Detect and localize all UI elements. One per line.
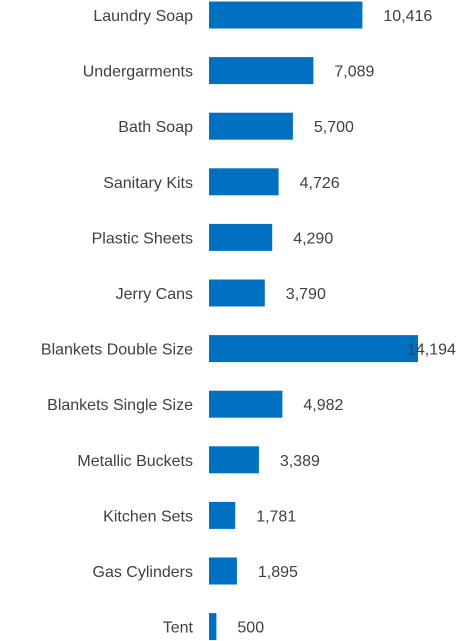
bar: [209, 501, 236, 529]
category-label: Kitchen Sets: [103, 508, 193, 525]
category-label: Blankets Single Size: [47, 397, 193, 414]
value-label: 14,194: [407, 342, 456, 359]
bar: [209, 168, 279, 196]
bar: [209, 335, 418, 363]
bars-group: [209, 1, 418, 641]
value-label: 4,982: [303, 397, 343, 414]
category-label: Gas Cylinders: [93, 564, 193, 581]
value-label: 4,726: [300, 175, 340, 192]
category-label: Bath Soap: [118, 119, 193, 136]
category-label: Undergarments: [83, 64, 193, 81]
bar: [209, 446, 259, 474]
category-label: Plastic Sheets: [92, 230, 193, 247]
value-label: 4,290: [293, 230, 333, 247]
bar: [209, 613, 217, 641]
bar: [209, 390, 283, 418]
value-label: 7,089: [334, 64, 374, 81]
bar: [209, 57, 314, 85]
value-label: 3,389: [280, 453, 320, 470]
category-labels-group: Laundry Soap Undergarments Bath Soap Sanita…: [41, 8, 194, 637]
category-label: Metallic Buckets: [77, 453, 193, 470]
category-label: Blankets Double Size: [41, 342, 193, 359]
bar: [209, 112, 293, 140]
bar: [209, 1, 363, 29]
value-label: 3,790: [286, 286, 326, 303]
value-label: 10,416: [383, 8, 432, 25]
value-labels-group: 10,416 7,089 5,700 4,726 4,290 3,790 14,194 4,9…: [237, 8, 456, 637]
category-label: Tent: [163, 620, 194, 637]
category-label: Jerry Cans: [116, 286, 193, 303]
value-label: 1,781: [256, 508, 296, 525]
value-label: 500: [237, 620, 264, 637]
bar: [209, 557, 237, 585]
category-label: Laundry Soap: [93, 8, 193, 25]
bar: [209, 279, 265, 307]
value-label: 1,895: [258, 564, 298, 581]
category-label: Sanitary Kits: [103, 175, 193, 192]
value-label: 5,700: [314, 119, 354, 136]
bar: [209, 223, 273, 251]
